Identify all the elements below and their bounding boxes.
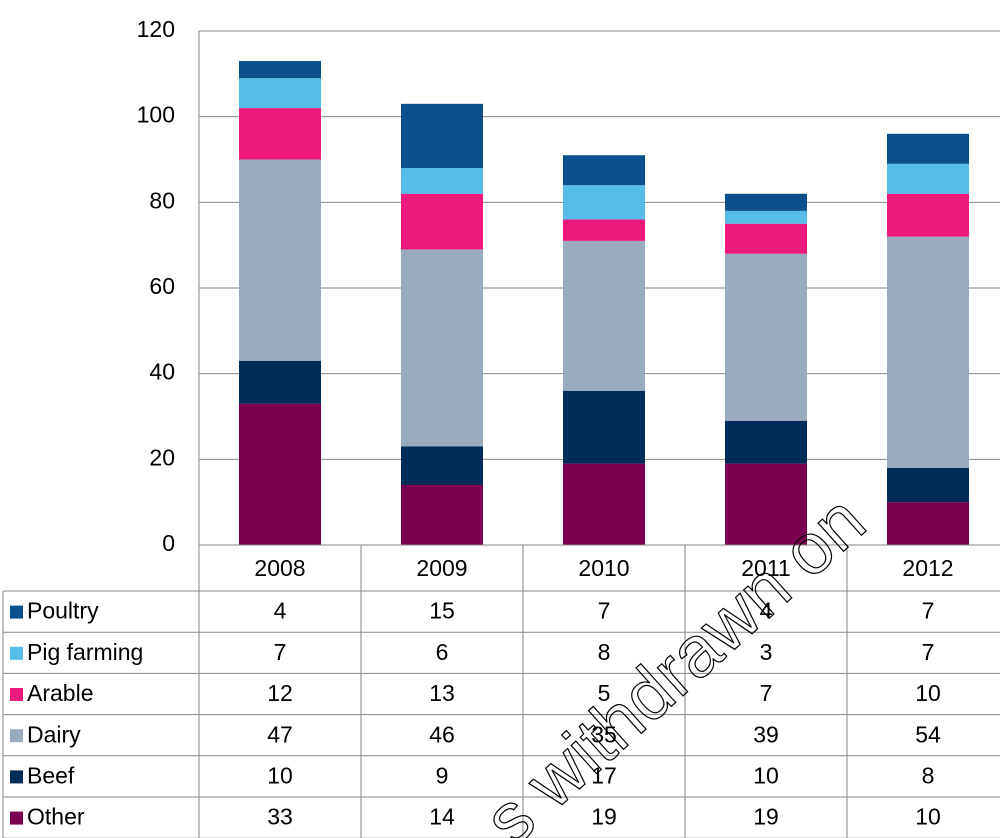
bar-segment — [887, 193, 969, 237]
bar-segment — [401, 168, 483, 194]
table-value: 8 — [598, 639, 611, 665]
bar-segment — [239, 159, 321, 361]
legend-label: Beef — [27, 762, 75, 788]
x-tick-label: 2010 — [578, 555, 629, 581]
legend-label: Other — [27, 804, 85, 830]
table-value: 17 — [591, 762, 617, 788]
table-value: 7 — [274, 639, 287, 665]
table-value: 7 — [922, 598, 935, 624]
table-value: 6 — [436, 639, 449, 665]
x-tick-label: 2008 — [254, 555, 305, 581]
bar-segment — [401, 249, 483, 447]
table-value: 13 — [429, 680, 455, 706]
table-value: 9 — [436, 762, 449, 788]
bar-segment — [239, 403, 321, 545]
y-tick-label: 20 — [149, 444, 175, 470]
table-value: 3 — [760, 639, 773, 665]
bar-segment — [563, 390, 645, 464]
table-value: 10 — [753, 762, 779, 788]
legend-label: Poultry — [27, 598, 99, 624]
bar-segment — [887, 133, 969, 164]
table-value: 4 — [760, 598, 773, 624]
legend-swatch — [10, 605, 23, 619]
bar-segment — [239, 108, 321, 160]
legend-label: Arable — [27, 680, 93, 706]
table-value: 5 — [598, 680, 611, 706]
bar-segment — [725, 223, 807, 254]
watermark: s withdrawn on — [470, 480, 880, 838]
table-value: 39 — [753, 721, 779, 747]
table-value: 10 — [267, 762, 293, 788]
table-value: 33 — [267, 804, 293, 830]
table-value: 46 — [429, 721, 455, 747]
bar-segment — [887, 236, 969, 468]
y-tick-label: 100 — [137, 102, 175, 128]
table-value: 54 — [915, 721, 941, 747]
legend-label: Dairy — [27, 721, 81, 747]
table-value: 19 — [753, 804, 779, 830]
legend-swatch — [10, 811, 23, 825]
table-value: 47 — [267, 721, 293, 747]
bar-segment — [401, 446, 483, 486]
legend-swatch — [10, 729, 23, 743]
bar-segment — [563, 219, 645, 241]
table-value: 8 — [922, 762, 935, 788]
table-value: 7 — [922, 639, 935, 665]
table-value: 7 — [760, 680, 773, 706]
bar-segment — [725, 420, 807, 464]
bar-segment — [401, 193, 483, 250]
bar-segment — [725, 210, 807, 224]
table-value: 10 — [915, 804, 941, 830]
bar-segment — [239, 60, 321, 79]
table-value: 10 — [915, 680, 941, 706]
bar-segment — [401, 103, 483, 169]
bar-segment — [563, 463, 645, 545]
bar-segment — [725, 463, 807, 545]
bar-segment — [401, 485, 483, 545]
bar-segment — [725, 253, 807, 421]
x-tick-label: 2011 — [741, 555, 790, 581]
y-tick-label: 80 — [149, 187, 175, 213]
x-tick-label: 2012 — [902, 555, 953, 581]
bar-segment — [887, 467, 969, 503]
bar-segment — [563, 240, 645, 391]
table-value: 4 — [274, 598, 287, 624]
legend-label: Pig farming — [27, 639, 143, 665]
bar-segment — [887, 163, 969, 194]
bar-segment — [887, 502, 969, 545]
bar-segment — [563, 155, 645, 186]
table-value: 35 — [591, 721, 617, 747]
y-tick-label: 60 — [149, 273, 175, 299]
bar-segment — [563, 185, 645, 220]
y-tick-label: 120 — [137, 16, 175, 42]
legend-swatch — [10, 770, 23, 784]
bar-segment — [239, 360, 321, 404]
legend-swatch — [10, 688, 23, 701]
x-tick-label: 2009 — [416, 555, 467, 581]
table-value: 15 — [429, 598, 455, 624]
table-value: 19 — [591, 804, 617, 830]
bar-segment — [239, 78, 321, 109]
y-tick-label: 40 — [149, 359, 175, 385]
bar-segment — [725, 193, 807, 211]
table-value: 14 — [429, 804, 455, 830]
legend-swatch — [10, 646, 23, 660]
table-value: 7 — [598, 598, 611, 624]
y-tick-label: 0 — [162, 530, 175, 556]
table-value: 12 — [267, 680, 293, 706]
